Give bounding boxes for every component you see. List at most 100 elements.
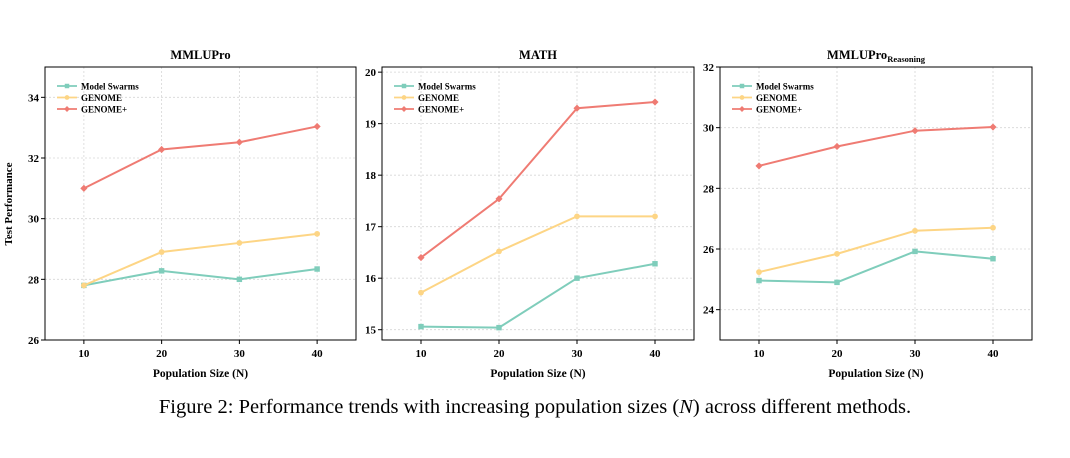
caption-text-start: Figure 2: Performance trends with increa… <box>158 396 680 418</box>
y-tick-label: 19 <box>365 119 377 131</box>
data-point <box>756 269 762 275</box>
legend-swatch-marker <box>401 83 407 89</box>
legend-swatch-marker <box>401 95 407 100</box>
chart-title: MMLUPro <box>170 48 230 62</box>
y-tick-label: 32 <box>28 153 40 165</box>
chart-panel-3: 10 20 30 40 24 26 28 30 32 MMLUProReasoning Popula… <box>703 48 1033 380</box>
data-point <box>834 279 840 286</box>
y-tick-label: 30 <box>28 214 40 226</box>
y-tick-label: 16 <box>365 273 377 285</box>
legend-swatch-marker <box>64 83 70 89</box>
y-tick-label: 30 <box>703 123 715 135</box>
y-axis-label: Test Performance <box>3 162 15 245</box>
plot-frame <box>381 66 695 341</box>
data-point <box>80 282 87 289</box>
y-tick-label: 26 <box>28 335 40 347</box>
legend-swatch-marker <box>401 106 407 112</box>
legend-label: Model Swarms <box>418 82 476 92</box>
x-tick-label: 10 <box>78 348 90 360</box>
legend-label: GENOME <box>418 93 459 103</box>
legend-label: GENOME+ <box>756 105 802 115</box>
data-point <box>314 266 320 272</box>
data-point <box>236 276 243 283</box>
data-point <box>911 127 919 135</box>
legend-swatch-marker <box>64 106 70 112</box>
y-tick-label: 15 <box>365 325 377 337</box>
data-point <box>496 324 502 331</box>
data-point <box>834 250 840 257</box>
plot-frame <box>44 66 357 341</box>
data-point <box>833 142 841 151</box>
data-point <box>418 289 424 296</box>
data-point <box>990 255 996 262</box>
data-point <box>417 254 425 262</box>
chart-title: MATH <box>519 48 557 62</box>
x-tick-label: 30 <box>572 348 584 360</box>
caption-text-end: ) across different methods. <box>692 396 912 418</box>
y-tick-label: 28 <box>703 183 715 195</box>
legend-label: GENOME <box>81 93 122 103</box>
x-tick-label: 40 <box>312 348 324 360</box>
x-tick-label: 10 <box>416 348 428 360</box>
x-tick-label: 20 <box>832 348 844 360</box>
series-line <box>83 268 318 287</box>
legend-swatch-marker <box>739 95 745 100</box>
legend-label: GENOME+ <box>418 105 464 115</box>
data-point <box>80 184 88 192</box>
legend-swatch-marker <box>64 95 70 100</box>
caption-variable: N <box>679 396 693 418</box>
data-point <box>574 275 580 281</box>
data-point <box>990 224 996 231</box>
data-point <box>314 230 321 237</box>
data-point <box>989 123 997 131</box>
data-point <box>158 249 165 255</box>
y-tick-label: 24 <box>703 305 715 317</box>
chart-panel-2: 10 20 30 40 15 16 17 18 19 20 MATH Population Size … <box>365 48 695 380</box>
data-point <box>418 323 424 330</box>
data-point <box>651 98 659 106</box>
legend-label: GENOME+ <box>81 105 127 115</box>
series-line <box>758 226 994 274</box>
y-tick-label: 18 <box>365 170 377 182</box>
x-axis-label: Population Size (N) <box>153 368 248 380</box>
y-tick-label: 34 <box>28 92 40 104</box>
series-line <box>83 125 318 190</box>
plot-frame <box>719 66 1033 341</box>
series-line <box>758 250 994 284</box>
data-point <box>573 104 581 112</box>
data-point <box>495 195 503 203</box>
series-line <box>83 232 318 287</box>
x-tick-label: 30 <box>234 348 246 360</box>
chart-title-subscript: Reasoning <box>887 54 926 64</box>
data-point <box>496 248 502 255</box>
x-tick-label: 30 <box>910 348 922 360</box>
data-point <box>755 162 763 170</box>
data-point <box>236 240 243 246</box>
y-tick-label: 28 <box>28 274 40 286</box>
x-tick-label: 40 <box>650 348 662 360</box>
x-tick-label: 10 <box>754 348 766 360</box>
chart-title: MMLUProReasoning <box>827 48 926 64</box>
data-point <box>158 145 166 154</box>
data-point <box>912 227 918 234</box>
x-axis-label: Population Size (N) <box>828 368 923 380</box>
y-tick-label: 17 <box>365 222 377 234</box>
series-line <box>420 101 656 259</box>
data-point <box>574 213 580 220</box>
x-tick-label: 20 <box>494 348 506 360</box>
y-tick-label: 26 <box>703 244 715 256</box>
data-point <box>652 213 658 220</box>
series-line <box>420 215 655 294</box>
legend-label: GENOME <box>756 93 797 103</box>
data-point <box>652 261 658 267</box>
x-tick-label: 20 <box>156 348 168 360</box>
legend-label: Model Swarms <box>756 82 814 92</box>
chart-panel-1: 10 20 30 40 26 28 30 32 34 MMLUPro Population Size… <box>28 48 357 380</box>
data-point <box>313 122 321 131</box>
data-point <box>756 277 762 284</box>
series-line <box>758 126 994 167</box>
x-tick-label: 40 <box>988 348 1000 360</box>
data-point <box>235 138 243 146</box>
y-tick-label: 20 <box>365 67 377 79</box>
